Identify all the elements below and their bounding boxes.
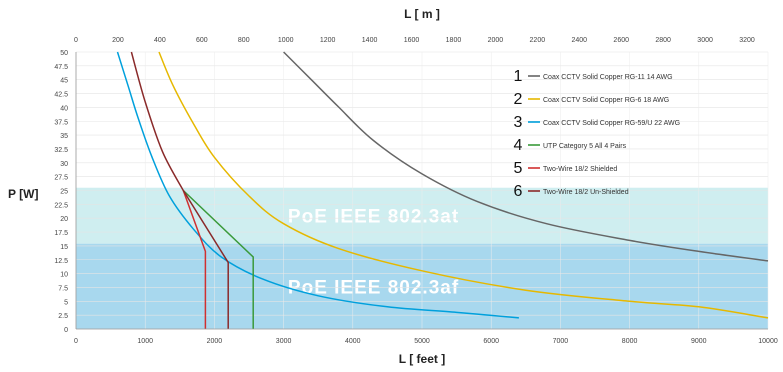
x-top-tick-label: 400 (154, 37, 166, 44)
legend-label-1: Coax CCTV Solid Copper RG-11 14 AWG (543, 74, 673, 81)
legend-label-4: UTP Category 5 All 4 Pairs (543, 143, 627, 150)
y-tick-label: 45 (60, 78, 68, 85)
x-bottom-axis-label: L [ feet ] (399, 352, 445, 366)
series-line-4 (182, 189, 254, 329)
x-top-tick-label: 3000 (697, 37, 713, 44)
x-top-tick-label: 1400 (362, 37, 378, 44)
x-bottom-tick-label: 0 (74, 338, 78, 345)
x-top-tick-label: 2200 (530, 37, 546, 44)
y-tick-label: 40 (60, 105, 68, 112)
x-bottom-tick-label: 5000 (414, 338, 430, 345)
x-top-tick-label: 200 (112, 37, 124, 44)
x-bottom-tick-label: 9000 (691, 338, 707, 345)
y-tick-label: 37.5 (54, 119, 68, 126)
x-bottom-tick-label: 4000 (345, 338, 361, 345)
y-tick-label: 20 (60, 216, 68, 223)
y-tick-label: 7.5 (58, 285, 68, 292)
y-tick-label: 42.5 (54, 92, 68, 99)
x-bottom-tick-label: 6000 (483, 338, 499, 345)
x-top-tick-label: 1200 (320, 37, 336, 44)
x-bottom-tick-label: 8000 (622, 338, 638, 345)
x-bottom-tick-label: 1000 (137, 338, 153, 345)
legend-number-4: 4 (514, 137, 523, 154)
y-tick-label: 10 (60, 272, 68, 279)
grid-layer (75, 51, 769, 330)
y-tick-label: 32.5 (54, 147, 68, 154)
y-tick-label: 30 (60, 161, 68, 168)
y-tick-label: 2.5 (58, 313, 68, 320)
x-bottom-tick-label: 3000 (276, 338, 292, 345)
poe-band-label: PoE IEEE 802.3at (288, 207, 459, 228)
x-bottom-tick-label: 10000 (758, 338, 778, 345)
legend-label-3: Coax CCTV Solid Copper RG-59/U 22 AWG (543, 120, 680, 127)
y-tick-label: 15 (60, 244, 68, 251)
y-tick-label: 12.5 (54, 258, 68, 265)
x-top-tick-label: 2600 (613, 37, 629, 44)
y-axis-label: P [W] (8, 187, 38, 201)
x-top-tick-label: 1600 (404, 37, 420, 44)
y-tick-label: 27.5 (54, 175, 68, 182)
legend-number-5: 5 (514, 160, 523, 177)
x-top-tick-label: 800 (238, 37, 250, 44)
series-line-2 (158, 51, 769, 319)
y-tick-label: 50 (60, 50, 68, 57)
series-layer (116, 51, 769, 329)
series-line-3 (116, 51, 519, 319)
y-tick-label: 22.5 (54, 202, 68, 209)
x-top-axis-label: L [ m ] (404, 7, 440, 21)
legend-label-5: Two-Wire 18/2 Shielded (543, 166, 617, 173)
x-top-tick-label: 0 (74, 37, 78, 44)
axes-layer: 02.557.51012.51517.52022.52527.53032.535… (54, 37, 777, 345)
x-top-tick-label: 2400 (571, 37, 587, 44)
x-top-tick-label: 3200 (739, 37, 755, 44)
y-tick-label: 5 (64, 299, 68, 306)
x-top-tick-label: 1000 (278, 37, 294, 44)
x-top-tick-label: 1800 (446, 37, 462, 44)
legend-number-3: 3 (514, 114, 523, 131)
series-line-5 (182, 190, 207, 329)
x-bottom-tick-label: 2000 (207, 338, 223, 345)
legend-number-6: 6 (514, 183, 523, 200)
y-tick-label: 0 (64, 327, 68, 334)
series-line-6 (130, 51, 229, 329)
legend-label-2: Coax CCTV Solid Copper RG-6 18 AWG (543, 97, 669, 104)
legend-number-1: 1 (514, 68, 523, 85)
legend-number-2: 2 (514, 91, 523, 108)
y-tick-label: 25 (60, 189, 68, 196)
x-top-tick-label: 2000 (488, 37, 504, 44)
x-top-tick-label: 600 (196, 37, 208, 44)
y-tick-label: 47.5 (54, 64, 68, 71)
series-line-1 (283, 51, 769, 262)
x-top-tick-label: 2800 (655, 37, 671, 44)
legend-label-6: Two-Wire 18/2 Un-Shielded (543, 189, 629, 196)
legend: 1 Coax CCTV Solid Copper RG-11 14 AWG 2 Coa… (514, 68, 681, 200)
poe-band-label: PoE IEEE 802.3af (288, 277, 459, 298)
y-tick-label: 35 (60, 133, 68, 140)
y-tick-label: 17.5 (54, 230, 68, 237)
x-bottom-tick-label: 7000 (553, 338, 569, 345)
